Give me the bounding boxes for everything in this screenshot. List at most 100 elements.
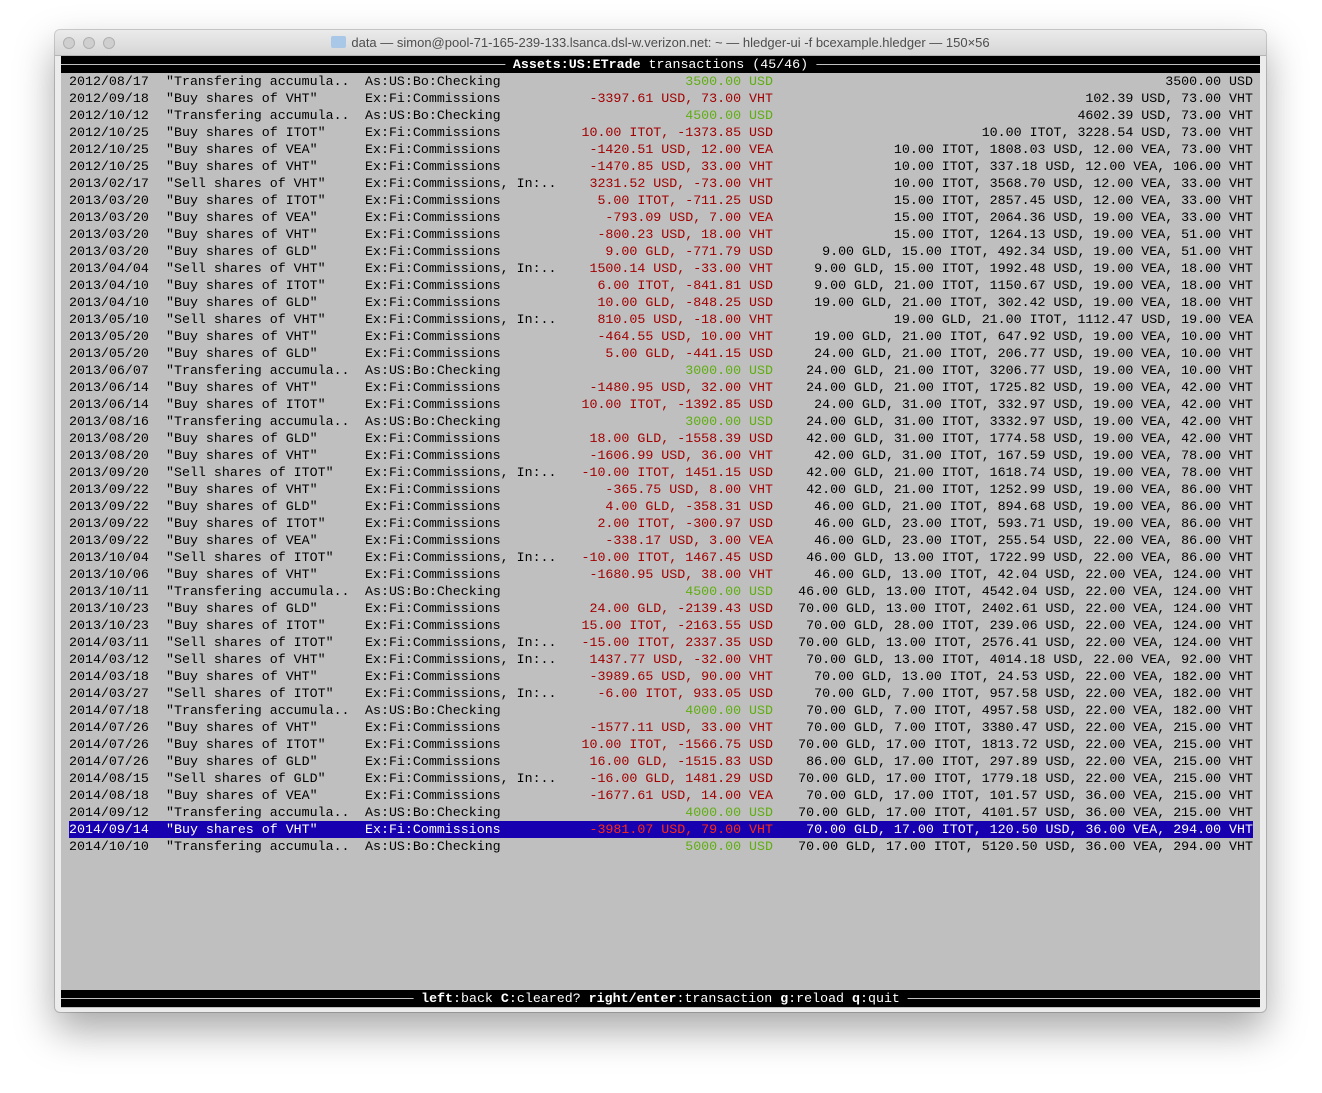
transaction-row[interactable]: 2013/04/10 "Buy shares of ITOT" Ex:Fi:Comm… bbox=[61, 277, 1260, 294]
account: Ex:Fi:Commissions bbox=[365, 499, 501, 514]
account: Ex:Fi:Commissions, In:.. bbox=[365, 312, 557, 327]
transaction-row[interactable]: 2013/06/14 "Buy shares of VHT" Ex:Fi:Commi… bbox=[61, 379, 1260, 396]
transaction-row[interactable]: 2013/10/23 "Buy shares of ITOT" Ex:Fi:Comm… bbox=[61, 617, 1260, 634]
description: "Buy shares of GLD" bbox=[166, 601, 318, 616]
balance: 10.00 ITOT, 1808.03 USD, 12.00 VEA, 73.0… bbox=[893, 142, 1253, 157]
transaction-row[interactable]: 2013/10/04 "Sell shares of ITOT" Ex:Fi:Com… bbox=[61, 549, 1260, 566]
description: "Buy shares of GLD" bbox=[166, 499, 318, 514]
date: 2012/10/25 bbox=[69, 125, 149, 140]
balance: 42.00 GLD, 31.00 ITOT, 1774.58 USD, 19.0… bbox=[806, 431, 1253, 446]
transaction-row[interactable]: 2013/09/22 "Buy shares of GLD" Ex:Fi:Commi… bbox=[61, 498, 1260, 515]
transaction-row[interactable]: 2014/07/26 "Buy shares of VHT" Ex:Fi:Commi… bbox=[61, 719, 1260, 736]
transaction-row[interactable]: 2013/03/20 "Buy shares of ITOT" Ex:Fi:Comm… bbox=[61, 192, 1260, 209]
amount: 4500.00 USD bbox=[685, 108, 773, 123]
amount: -1606.99 USD, 36.00 VHT bbox=[589, 448, 773, 463]
description: "Buy shares of VHT" bbox=[166, 329, 318, 344]
amount: 3000.00 USD bbox=[685, 363, 773, 378]
transaction-row[interactable]: 2013/04/04 "Sell shares of VHT" Ex:Fi:Comm… bbox=[61, 260, 1260, 277]
date: 2013/10/06 bbox=[69, 567, 149, 582]
description: "Buy shares of GLD" bbox=[166, 295, 318, 310]
account: Ex:Fi:Commissions bbox=[365, 193, 501, 208]
balance: 15.00 ITOT, 2064.36 USD, 19.00 VEA, 33.0… bbox=[893, 210, 1253, 225]
transaction-row[interactable]: 2014/03/12 "Sell shares of VHT" Ex:Fi:Comm… bbox=[61, 651, 1260, 668]
balance: 19.00 GLD, 21.00 ITOT, 1112.47 USD, 19.0… bbox=[893, 312, 1253, 327]
transaction-row[interactable]: 2013/03/20 "Buy shares of GLD" Ex:Fi:Commi… bbox=[61, 243, 1260, 260]
account: Ex:Fi:Commissions bbox=[365, 669, 501, 684]
account: Ex:Fi:Commissions bbox=[365, 329, 501, 344]
transaction-row[interactable]: 2012/10/25 "Buy shares of VEA" Ex:Fi:Commi… bbox=[61, 141, 1260, 158]
transaction-row[interactable]: 2013/10/23 "Buy shares of GLD" Ex:Fi:Commi… bbox=[61, 600, 1260, 617]
hledger-ui-screen[interactable]: Assets:US:ETrade transactions (45/46) 20… bbox=[61, 56, 1260, 1008]
description: "Buy shares of VHT" bbox=[166, 482, 318, 497]
transaction-row[interactable]: 2012/10/25 "Buy shares of VHT" Ex:Fi:Commi… bbox=[61, 158, 1260, 175]
description: "Buy shares of VEA" bbox=[166, 210, 318, 225]
transaction-row[interactable]: 2014/03/27 "Sell shares of ITOT" Ex:Fi:Com… bbox=[61, 685, 1260, 702]
description: "Buy shares of VHT" bbox=[166, 567, 318, 582]
account: Ex:Fi:Commissions, In:.. bbox=[365, 550, 557, 565]
transaction-row[interactable]: 2014/08/18 "Buy shares of VEA" Ex:Fi:Commi… bbox=[61, 787, 1260, 804]
amount: -3989.65 USD, 90.00 VHT bbox=[589, 669, 773, 684]
transaction-row[interactable]: 2013/10/11 "Transfering accumula.. As:US:B… bbox=[61, 583, 1260, 600]
key-desc-2: :transaction bbox=[676, 991, 781, 1006]
transaction-row[interactable]: 2014/09/12 "Transfering accumula.. As:US:B… bbox=[61, 804, 1260, 821]
account: Ex:Fi:Commissions bbox=[365, 448, 501, 463]
transaction-row[interactable]: 2013/08/20 "Buy shares of VHT" Ex:Fi:Commi… bbox=[61, 447, 1260, 464]
account: Ex:Fi:Commissions bbox=[365, 91, 501, 106]
amount: 5000.00 USD bbox=[685, 839, 773, 854]
transaction-row[interactable]: 2013/05/10 "Sell shares of VHT" Ex:Fi:Comm… bbox=[61, 311, 1260, 328]
amount: 4000.00 USD bbox=[685, 703, 773, 718]
account: As:US:Bo:Checking bbox=[365, 703, 501, 718]
account: Ex:Fi:Commissions bbox=[365, 601, 501, 616]
balance: 9.00 GLD, 15.00 ITOT, 492.34 USD, 19.00 … bbox=[822, 244, 1253, 259]
balance: 3500.00 USD bbox=[1165, 74, 1253, 89]
transaction-row[interactable]: 2012/10/25 "Buy shares of ITOT" Ex:Fi:Comm… bbox=[61, 124, 1260, 141]
transaction-row[interactable]: 2013/09/22 "Buy shares of VHT" Ex:Fi:Commi… bbox=[61, 481, 1260, 498]
balance: 70.00 GLD, 13.00 ITOT, 24.53 USD, 22.00 … bbox=[814, 669, 1253, 684]
transaction-row[interactable]: 2013/03/20 "Buy shares of VEA" Ex:Fi:Commi… bbox=[61, 209, 1260, 226]
transaction-row[interactable]: 2013/08/20 "Buy shares of GLD" Ex:Fi:Commi… bbox=[61, 430, 1260, 447]
zoom-button[interactable] bbox=[103, 37, 115, 49]
transaction-row[interactable]: 2013/06/14 "Buy shares of ITOT" Ex:Fi:Comm… bbox=[61, 396, 1260, 413]
account: Ex:Fi:Commissions bbox=[365, 533, 501, 548]
amount: 5.00 ITOT, -711.25 USD bbox=[597, 193, 773, 208]
transaction-row[interactable]: 2013/05/20 "Buy shares of GLD" Ex:Fi:Commi… bbox=[61, 345, 1260, 362]
transaction-row[interactable]: 2013/09/22 "Buy shares of VEA" Ex:Fi:Commi… bbox=[61, 532, 1260, 549]
balance: 70.00 GLD, 13.00 ITOT, 2402.61 USD, 22.0… bbox=[798, 601, 1253, 616]
transaction-row[interactable]: 2014/03/18 "Buy shares of VHT" Ex:Fi:Commi… bbox=[61, 668, 1260, 685]
date: 2013/08/20 bbox=[69, 448, 149, 463]
description: "Transfering accumula.. bbox=[166, 839, 350, 854]
minimize-button[interactable] bbox=[83, 37, 95, 49]
date: 2014/10/10 bbox=[69, 839, 149, 854]
transaction-row[interactable]: 2014/03/11 "Sell shares of ITOT" Ex:Fi:Com… bbox=[61, 634, 1260, 651]
date: 2014/03/18 bbox=[69, 669, 149, 684]
window-title: data — simon@pool-71-165-239-133.lsanca.… bbox=[55, 35, 1266, 50]
transaction-row[interactable]: 2013/05/20 "Buy shares of VHT" Ex:Fi:Commi… bbox=[61, 328, 1260, 345]
transaction-row[interactable]: 2013/08/16 "Transfering accumula.. As:US:B… bbox=[61, 413, 1260, 430]
date: 2013/09/22 bbox=[69, 516, 149, 531]
transaction-row[interactable]: 2013/09/20 "Sell shares of ITOT" Ex:Fi:Com… bbox=[61, 464, 1260, 481]
transaction-row[interactable]: 2013/02/17 "Sell shares of VHT" Ex:Fi:Comm… bbox=[61, 175, 1260, 192]
transaction-row[interactable]: 2013/10/06 "Buy shares of VHT" Ex:Fi:Commi… bbox=[61, 566, 1260, 583]
amount: 4000.00 USD bbox=[685, 805, 773, 820]
transaction-row[interactable]: 2013/06/07 "Transfering accumula.. As:US:B… bbox=[61, 362, 1260, 379]
transaction-row[interactable]: 2012/08/17 "Transfering accumula.. As:US:B… bbox=[61, 73, 1260, 90]
transaction-row[interactable]: 2014/07/18 "Transfering accumula.. As:US:B… bbox=[61, 702, 1260, 719]
balance: 70.00 GLD, 17.00 ITOT, 101.57 USD, 36.00… bbox=[806, 788, 1253, 803]
description: "Buy shares of ITOT" bbox=[166, 278, 326, 293]
close-button[interactable] bbox=[63, 37, 75, 49]
transaction-row[interactable]: 2014/10/10 "Transfering accumula.. As:US:B… bbox=[61, 838, 1260, 855]
transaction-row[interactable]: 2014/08/15 "Sell shares of GLD" Ex:Fi:Comm… bbox=[61, 770, 1260, 787]
transaction-row[interactable]: 2012/09/18 "Buy shares of VHT" Ex:Fi:Commi… bbox=[61, 90, 1260, 107]
transaction-row[interactable]: 2013/09/22 "Buy shares of ITOT" Ex:Fi:Comm… bbox=[61, 515, 1260, 532]
account: Ex:Fi:Commissions, In:.. bbox=[365, 652, 557, 667]
balance: 70.00 GLD, 7.00 ITOT, 3380.47 USD, 22.00… bbox=[806, 720, 1253, 735]
transaction-row[interactable]: 2014/07/26 "Buy shares of GLD" Ex:Fi:Commi… bbox=[61, 753, 1260, 770]
transaction-row[interactable]: 2012/10/12 "Transfering accumula.. As:US:B… bbox=[61, 107, 1260, 124]
transaction-row[interactable]: 2014/07/26 "Buy shares of ITOT" Ex:Fi:Comm… bbox=[61, 736, 1260, 753]
selected-transaction-row[interactable]: 2014/09/14 "Buy shares of VHT" Ex:Fi:Commi… bbox=[69, 821, 1253, 838]
balance: 19.00 GLD, 21.00 ITOT, 302.42 USD, 19.00… bbox=[814, 295, 1253, 310]
transaction-row[interactable]: 2013/03/20 "Buy shares of VHT" Ex:Fi:Commi… bbox=[61, 226, 1260, 243]
description: "Sell shares of ITOT" bbox=[166, 635, 334, 650]
transaction-row[interactable]: 2013/04/10 "Buy shares of GLD" Ex:Fi:Commi… bbox=[61, 294, 1260, 311]
date: 2013/03/20 bbox=[69, 227, 149, 242]
